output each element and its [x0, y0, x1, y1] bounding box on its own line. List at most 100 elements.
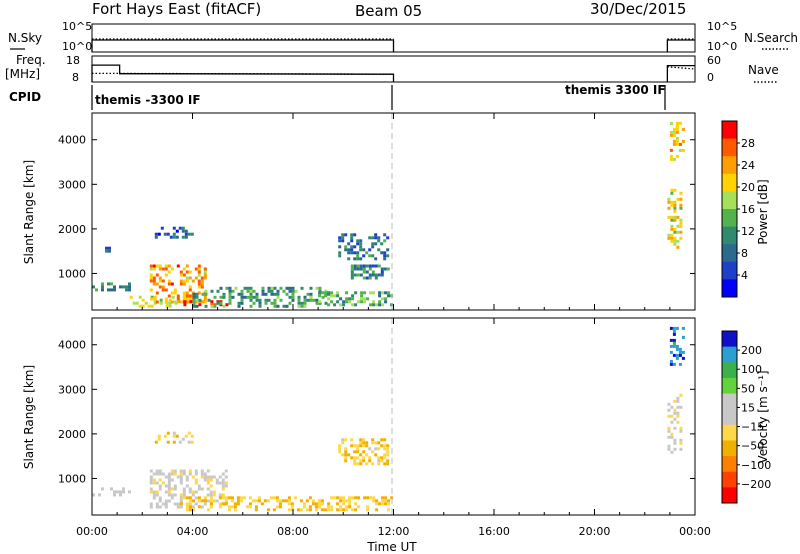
echo-cell [345, 499, 349, 503]
echo-cell [185, 478, 189, 482]
echo-cell [152, 264, 156, 268]
echo-cell [383, 233, 387, 237]
echo-cell [386, 444, 390, 448]
echo-cell [170, 282, 174, 286]
echo-cell [350, 251, 354, 255]
echo-cell [110, 288, 113, 292]
echo-cell [269, 496, 273, 500]
echo-cell [98, 493, 101, 497]
echo-cell [243, 295, 247, 299]
echo-cell [336, 294, 340, 298]
echo-cell [333, 496, 337, 500]
echo-cell [377, 248, 381, 252]
echo-cell [249, 304, 253, 308]
colorbar-swatch [722, 487, 737, 504]
echo-cell [240, 295, 244, 299]
y-tick-label: 2000 [58, 428, 86, 441]
echo-cell [383, 456, 387, 460]
echo-cell [210, 304, 214, 308]
echo-cell [179, 282, 183, 286]
echo-cell [302, 502, 306, 506]
power-colorbar: 28 24 20 16 12 8 4 [721, 120, 755, 298]
echo-cell [318, 505, 322, 509]
velocity-plot-bg [92, 318, 695, 515]
echo-cell [678, 347, 682, 351]
echo-cell [350, 456, 354, 460]
echo-cell [240, 298, 244, 302]
echo-cell [179, 475, 183, 479]
echo-cell [176, 505, 180, 509]
echo-cell [190, 232, 194, 236]
echo-cell [288, 301, 292, 305]
echo-cell [249, 298, 253, 302]
colorbar-tick-label: 15 [741, 401, 755, 414]
echo-cell [153, 301, 157, 305]
echo-cell [200, 469, 204, 473]
echo-cell [670, 227, 674, 231]
echo-cell [670, 224, 674, 228]
echo-cell [149, 487, 153, 491]
echo-cell [173, 502, 177, 506]
echo-cell [673, 188, 677, 192]
echo-cell [185, 297, 189, 301]
echo-cell [678, 148, 682, 152]
echo-cell [176, 294, 180, 298]
echo-cell [359, 453, 363, 457]
echo-cell [672, 329, 676, 333]
echo-cell [164, 288, 168, 292]
echo-cell [667, 206, 671, 210]
echo-cell [297, 304, 301, 308]
echo-cell [128, 285, 131, 289]
echo-cell [213, 304, 217, 308]
echo-cell [383, 462, 387, 466]
echo-cell [270, 301, 274, 305]
echo-cell [369, 291, 373, 295]
echo-cell [251, 499, 255, 503]
echo-cell [158, 478, 162, 482]
echo-cell [203, 267, 207, 271]
echo-cell [384, 291, 388, 295]
echo-cell [270, 289, 274, 293]
echo-cell [372, 499, 376, 503]
echo-cell [164, 264, 168, 268]
echo-cell [209, 493, 213, 497]
echo-cell [175, 434, 179, 438]
echo-cell [167, 264, 171, 268]
echo-cell [191, 279, 195, 283]
echo-cell [270, 292, 274, 296]
echo-cell [314, 508, 318, 512]
echo-cell [667, 197, 671, 201]
echo-cell [291, 289, 295, 293]
echo-cell [676, 414, 680, 418]
nsky-tick-low: 10^0 [62, 40, 92, 53]
echo-cell [194, 490, 198, 494]
echo-cell [191, 493, 195, 497]
echo-cell [374, 273, 378, 277]
echo-cell [179, 273, 183, 277]
echo-cell [152, 279, 156, 283]
echo-cell [158, 484, 162, 488]
echo-cell [152, 472, 156, 476]
echo-cell [200, 279, 204, 283]
echo-cell [149, 279, 153, 283]
colorbar-swatch [722, 409, 737, 426]
echo-cell [165, 304, 169, 308]
echo-cell [353, 264, 357, 268]
echo-cell [383, 447, 387, 451]
echo-cell [158, 487, 162, 491]
echo-cell [363, 291, 367, 295]
x-tick-label: 04:00 [177, 525, 209, 538]
freq-label-line2: [MHz] [5, 67, 40, 81]
echo-cell [359, 441, 363, 445]
echo-cell [161, 267, 165, 271]
echo-cell [356, 462, 360, 466]
echo-cell [170, 267, 174, 271]
echo-cell [158, 279, 162, 283]
echo-cell [675, 347, 679, 351]
echo-cell [291, 292, 295, 296]
echo-cell [672, 344, 676, 348]
echo-cell [175, 235, 179, 239]
echo-cell [185, 276, 189, 280]
echo-cell [354, 291, 358, 295]
echo-cell [254, 505, 258, 509]
